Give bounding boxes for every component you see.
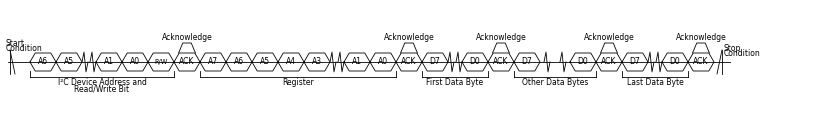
Text: Register: Register: [282, 78, 314, 87]
Text: R/W: R/W: [154, 59, 167, 65]
Text: ACK: ACK: [493, 58, 508, 66]
Text: Other Data Bytes: Other Data Bytes: [521, 78, 588, 87]
Text: Condition: Condition: [723, 49, 760, 58]
Text: D0: D0: [469, 58, 479, 66]
Text: A5: A5: [64, 58, 74, 66]
Text: A0: A0: [378, 58, 388, 66]
Text: Acknowledge: Acknowledge: [161, 32, 212, 42]
Text: D0: D0: [669, 58, 680, 66]
Text: ACK: ACK: [401, 58, 416, 66]
Text: D7: D7: [429, 58, 440, 66]
Text: Condition: Condition: [6, 44, 43, 53]
Text: D7: D7: [628, 58, 639, 66]
Text: A1: A1: [352, 58, 362, 66]
Text: A1: A1: [104, 58, 114, 66]
Text: Start: Start: [6, 39, 25, 48]
Text: Read/Write Bit: Read/Write Bit: [75, 85, 129, 94]
Text: Acknowledge: Acknowledge: [583, 32, 633, 42]
Text: A7: A7: [208, 58, 218, 66]
Text: A5: A5: [260, 58, 270, 66]
Text: D0: D0: [577, 58, 588, 66]
Text: A6: A6: [233, 58, 243, 66]
Text: ACK: ACK: [692, 58, 708, 66]
Text: Acknowledge: Acknowledge: [475, 32, 526, 42]
Text: D7: D7: [521, 58, 532, 66]
Text: Stop: Stop: [723, 44, 740, 53]
Text: First Data Byte: First Data Byte: [426, 78, 483, 87]
Text: A4: A4: [286, 58, 296, 66]
Text: A3: A3: [311, 58, 321, 66]
Text: Acknowledge: Acknowledge: [383, 32, 434, 42]
Text: ACK: ACK: [179, 58, 195, 66]
Text: Last Data Byte: Last Data Byte: [626, 78, 682, 87]
Text: Acknowledge: Acknowledge: [675, 32, 725, 42]
Text: A0: A0: [130, 58, 140, 66]
Text: I²C Device Address and: I²C Device Address and: [57, 78, 147, 87]
Text: A6: A6: [38, 58, 48, 66]
Text: ACK: ACK: [600, 58, 616, 66]
